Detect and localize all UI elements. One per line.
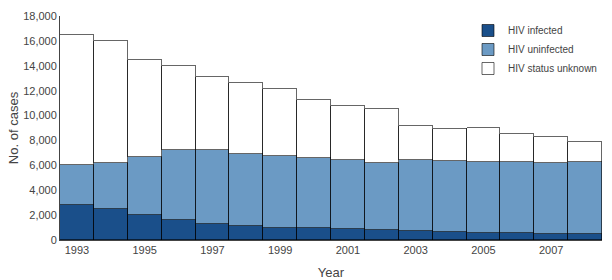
svg-text:6,000: 6,000 [29,159,57,171]
svg-text:1993: 1993 [65,244,89,256]
svg-text:12,000: 12,000 [23,85,57,97]
svg-text:4,000: 4,000 [29,184,57,196]
svg-text:8,000: 8,000 [29,134,57,146]
svg-text:14,000: 14,000 [23,60,57,72]
svg-text:No. of cases: No. of cases [6,91,21,164]
svg-text:HIV uninfected: HIV uninfected [508,44,574,55]
svg-text:1999: 1999 [268,244,292,256]
svg-text:0: 0 [51,234,57,246]
svg-text:1997: 1997 [200,244,224,256]
svg-text:2005: 2005 [471,244,495,256]
svg-text:2,000: 2,000 [29,209,57,221]
svg-text:HIV infected: HIV infected [508,25,562,36]
svg-text:18,000: 18,000 [23,10,57,22]
svg-text:HIV status unknown: HIV status unknown [508,63,597,74]
svg-text:10,000: 10,000 [23,109,57,121]
svg-text:Year: Year [318,265,345,280]
svg-text:2003: 2003 [403,244,427,256]
svg-text:1995: 1995 [132,244,156,256]
svg-text:16,000: 16,000 [23,35,57,47]
svg-text:2007: 2007 [539,244,563,256]
svg-text:2001: 2001 [336,244,360,256]
